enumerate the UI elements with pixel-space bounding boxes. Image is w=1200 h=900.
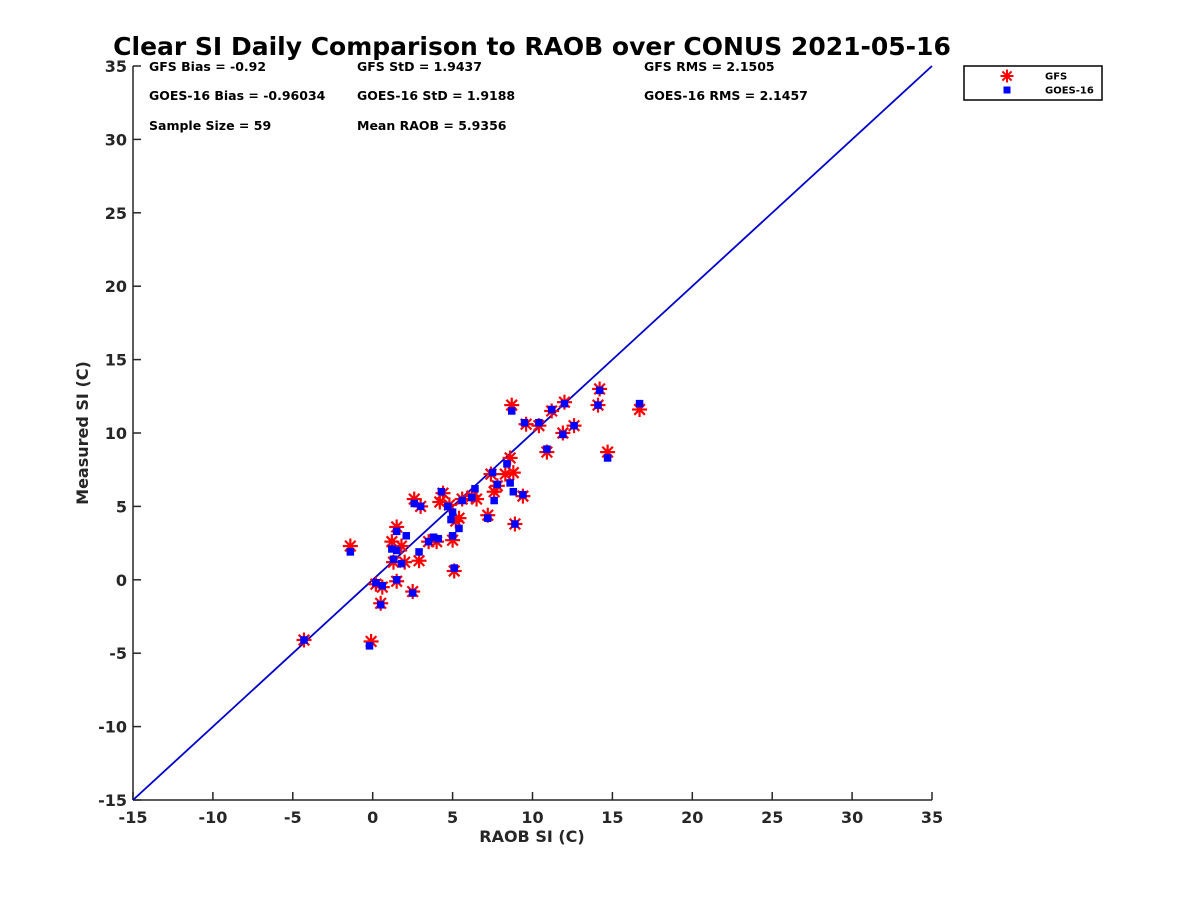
- goes-16-point: [372, 578, 380, 587]
- goes-16-point: [547, 405, 556, 414]
- goes-16-point: [429, 533, 438, 541]
- goes-16-point: [437, 487, 446, 496]
- goes-16-point: [507, 407, 516, 415]
- goes-16-point: [594, 401, 602, 409]
- goes-16-point: [455, 524, 463, 533]
- goes-16-point: [511, 520, 519, 528]
- goes-16-point: [635, 399, 644, 408]
- y-tick-label: -10: [98, 718, 127, 737]
- goes-16-point: [434, 534, 442, 543]
- goes-16-point: [560, 399, 569, 408]
- goes-16-point: [397, 559, 406, 568]
- goes-16-point: [488, 468, 497, 477]
- x-tick-label: -15: [119, 808, 148, 827]
- y-tick-label: -15: [98, 791, 127, 810]
- x-axis-label: RAOB SI (C): [479, 827, 584, 846]
- x-tick-label: 5: [447, 808, 458, 827]
- goes-16-point: [506, 479, 514, 487]
- statistics-annotations: GFS Bias = -0.92 GFS StD = 1.9437 GFS RMS …: [149, 59, 808, 133]
- goes-16-point: [402, 532, 411, 540]
- gfs-point: [505, 465, 521, 481]
- goes-16-point: [570, 421, 578, 430]
- goes-16-point: [300, 636, 308, 644]
- legend-marker-gfs: [1000, 69, 1014, 83]
- goes-16-point: [458, 496, 466, 505]
- goes-16-point: [503, 460, 511, 468]
- goes-16-point: [389, 555, 398, 563]
- stat-text: GFS Bias = -0.92: [149, 59, 266, 74]
- goes-16-point: [603, 454, 612, 462]
- y-tick-label: -5: [109, 644, 127, 663]
- legend-label-gfs: GFS: [1045, 72, 1067, 83]
- gfs-point: [393, 538, 409, 554]
- goes-16-point: [444, 502, 452, 511]
- goes-16-point: [392, 527, 401, 536]
- legend-marker-goes-16: [1003, 86, 1011, 94]
- y-tick-label: 25: [105, 204, 127, 223]
- goes-16-point: [448, 532, 457, 540]
- goes-16-point: [424, 537, 433, 546]
- y-tick-label: 15: [105, 351, 127, 370]
- goes-16-point: [392, 576, 401, 584]
- goes-16-point: [392, 546, 401, 555]
- gfs-point: [411, 553, 427, 569]
- y-axis-label: Measured SI (C): [73, 361, 92, 505]
- goes-16-point: [519, 490, 527, 499]
- goes-16-point: [376, 601, 385, 609]
- goes-16-point: [490, 496, 498, 505]
- stat-text: GOES-16 RMS = 2.1457: [644, 88, 808, 103]
- stat-text: GOES-16 StD = 1.9188: [357, 88, 515, 103]
- goes-16-point: [346, 548, 355, 556]
- legend: GFS GOES-16: [963, 65, 1103, 101]
- y-tick-label: 20: [105, 277, 127, 296]
- goes-16-point: [559, 430, 567, 439]
- goes-16-point: [448, 508, 457, 517]
- stat-text: Sample Size = 59: [149, 118, 271, 133]
- stat-text: GOES-16 Bias = -0.96034: [149, 88, 326, 103]
- one-to-one-line: [132, 65, 933, 801]
- chart-title: Clear SI Daily Comparison to RAOB over C…: [113, 32, 951, 61]
- goes-16-point: [416, 502, 425, 511]
- goes-16-point: [415, 548, 423, 556]
- goes-16-point: [471, 485, 479, 493]
- goes-16-point: [408, 589, 417, 597]
- x-tick-label: 10: [521, 808, 543, 827]
- y-tick-label: 5: [116, 497, 127, 516]
- x-tick-label: 35: [921, 808, 943, 827]
- legend-label-goes-16: GOES-16: [1045, 86, 1094, 97]
- goes-16-point: [450, 564, 458, 572]
- x-tick-label: -10: [198, 808, 227, 827]
- goes-16-point: [484, 514, 492, 522]
- goes-16-point: [543, 445, 551, 453]
- y-tick-label: 35: [105, 57, 127, 76]
- goes-16-point: [410, 499, 418, 508]
- x-tick-label: 30: [841, 808, 863, 827]
- x-tick-label: 15: [601, 808, 623, 827]
- y-tick-label: 30: [105, 130, 127, 149]
- x-tick-label: 25: [761, 808, 783, 827]
- goes-16-point: [447, 515, 455, 524]
- x-tick-label: 0: [367, 808, 378, 827]
- y-tick-label: 10: [105, 424, 127, 443]
- goes-16-point: [388, 545, 396, 553]
- goes-16-point: [520, 418, 529, 427]
- legend-box: [963, 65, 1103, 101]
- goes-16-point: [378, 581, 387, 590]
- goes-16-point: [509, 487, 518, 496]
- x-tick-label: 20: [681, 808, 703, 827]
- goes-16-point: [493, 480, 502, 489]
- stat-text: Mean RAOB = 5.9356: [357, 118, 507, 133]
- goes-16-point: [365, 642, 374, 650]
- goes-16-point: [595, 386, 604, 395]
- x-tick-label: -5: [284, 808, 302, 827]
- stat-text: GFS RMS = 2.1505: [644, 59, 775, 74]
- y-tick-label: 0: [116, 571, 127, 590]
- stat-text: GFS StD = 1.9437: [357, 59, 482, 74]
- plot-area: -15 -10 -5 0 5 10 15 20 25 30 35 -15 -10 -5 0 5 10 15 20 25…: [98, 57, 943, 827]
- goes-16-point: [535, 418, 543, 427]
- goes-16-point: [468, 493, 476, 502]
